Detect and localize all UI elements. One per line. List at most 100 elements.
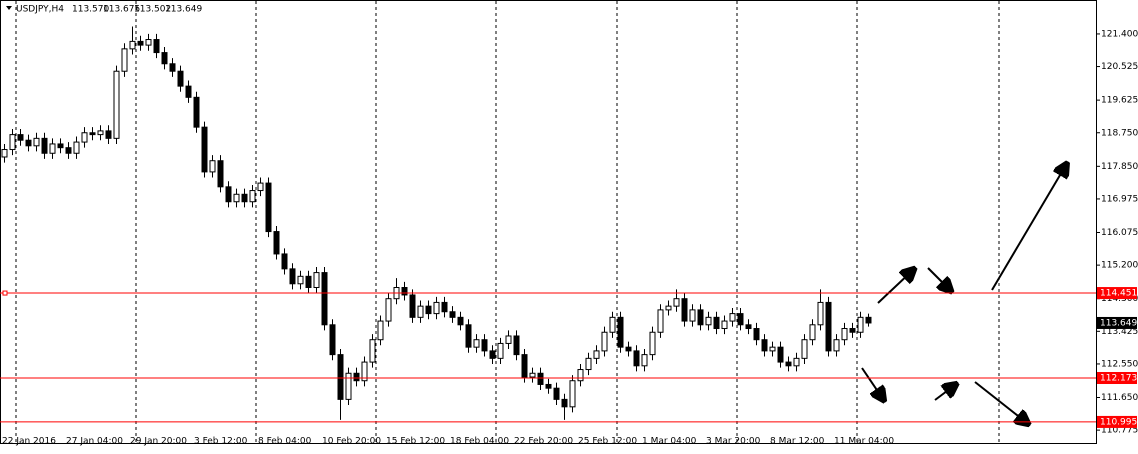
candle-body bbox=[89, 132, 96, 136]
candle-body bbox=[345, 372, 352, 400]
candle-body bbox=[737, 313, 744, 326]
candle-body bbox=[761, 339, 768, 352]
candle-body bbox=[633, 350, 640, 367]
candle-body bbox=[729, 313, 736, 322]
candle-body bbox=[769, 346, 776, 352]
candle-body bbox=[401, 287, 408, 296]
candle-body bbox=[233, 193, 240, 203]
candle-body bbox=[457, 316, 464, 326]
y-tick-label: 116.975 bbox=[1101, 194, 1138, 204]
candle-body bbox=[369, 339, 376, 363]
symbol-title: USDJPY,H4 bbox=[16, 5, 64, 15]
price-box bbox=[1097, 316, 1137, 329]
ohlc-value: 113.649 bbox=[165, 5, 202, 15]
candle-body bbox=[225, 186, 232, 203]
arrow bbox=[991, 165, 1066, 291]
candle-body bbox=[297, 275, 304, 285]
candle-body bbox=[17, 134, 24, 141]
candle-body bbox=[585, 357, 592, 371]
vertical-grid bbox=[15, 1, 1000, 443]
candle-body bbox=[521, 354, 528, 378]
candle-body bbox=[481, 339, 488, 352]
candle-body bbox=[817, 301, 824, 326]
candle-body bbox=[809, 324, 816, 341]
candle-body bbox=[425, 305, 432, 315]
y-tick-label: 110.775 bbox=[1101, 426, 1138, 436]
candle-body bbox=[385, 298, 392, 322]
x-tick-label: 22 Jan 2016 bbox=[2, 437, 56, 447]
candle-body bbox=[409, 294, 416, 318]
candle-body bbox=[689, 309, 696, 322]
candle-body bbox=[465, 324, 472, 348]
x-tick-label: 15 Feb 12:00 bbox=[386, 437, 445, 447]
x-tick-label: 18 Feb 04:00 bbox=[450, 437, 509, 447]
candle-body bbox=[217, 160, 224, 188]
arrow bbox=[861, 367, 883, 399]
candle-body bbox=[201, 126, 208, 173]
candle-body bbox=[177, 70, 184, 87]
candle-body bbox=[321, 272, 328, 326]
candle-body bbox=[537, 372, 544, 385]
candle-body bbox=[593, 350, 600, 359]
candle-body bbox=[473, 339, 480, 348]
y-tick-label: 117.850 bbox=[1101, 162, 1138, 172]
x-tick-label: 3 Mar 20:00 bbox=[706, 437, 761, 447]
candle-body bbox=[305, 275, 312, 289]
candle-body bbox=[833, 339, 840, 352]
x-tick-label: 11 Mar 04:00 bbox=[834, 437, 894, 447]
candle-body bbox=[65, 147, 72, 154]
arrows bbox=[861, 165, 1066, 423]
x-tick-label: 27 Jan 04:00 bbox=[66, 437, 123, 447]
candle-body bbox=[289, 268, 296, 285]
candle-body bbox=[145, 39, 152, 46]
level-label: 112.173 bbox=[1100, 374, 1137, 384]
x-tick-label: 8 Mar 12:00 bbox=[770, 437, 825, 447]
candle-body bbox=[497, 342, 504, 359]
candle-body bbox=[569, 380, 576, 408]
candle-body bbox=[265, 182, 272, 233]
level-box bbox=[1097, 372, 1137, 385]
candle-body bbox=[33, 137, 40, 147]
candle-body bbox=[753, 328, 760, 341]
candle-body bbox=[641, 354, 648, 367]
candle-body bbox=[793, 357, 800, 367]
price-label: 113.649 bbox=[1100, 318, 1137, 328]
candle-body bbox=[609, 316, 616, 333]
candle-body bbox=[657, 309, 664, 333]
candle-body bbox=[625, 346, 632, 352]
level-anchor bbox=[2, 290, 8, 296]
level-box bbox=[1097, 287, 1137, 300]
candle-body bbox=[449, 311, 456, 318]
candle-body bbox=[329, 324, 336, 356]
candle-body bbox=[81, 132, 88, 143]
arrow bbox=[974, 381, 1027, 423]
x-tick-label: 10 Feb 20:00 bbox=[322, 437, 381, 447]
candle-body bbox=[57, 143, 64, 149]
candle-body bbox=[41, 137, 48, 154]
candle-body bbox=[273, 231, 280, 255]
candle-body bbox=[193, 96, 200, 128]
candle-body bbox=[185, 85, 192, 98]
candle-body bbox=[545, 383, 552, 389]
candle-body bbox=[513, 335, 520, 356]
candle-body bbox=[777, 346, 784, 363]
candle-body bbox=[73, 141, 80, 154]
y-tick-label: 116.075 bbox=[1101, 228, 1138, 238]
y-tick-label: 120.525 bbox=[1101, 62, 1138, 72]
candle-body bbox=[417, 305, 424, 318]
candle-body bbox=[489, 350, 496, 359]
candle-body bbox=[105, 130, 112, 139]
ohlc-value: 113.502 bbox=[134, 5, 171, 15]
y-tick-label: 119.625 bbox=[1101, 96, 1138, 106]
candle-body bbox=[649, 331, 656, 356]
x-tick-label: 1 Mar 04:00 bbox=[642, 437, 697, 447]
candle-body bbox=[137, 40, 144, 46]
level-box bbox=[1097, 415, 1137, 428]
candle-body bbox=[129, 40, 136, 50]
ohlc-value: 113.570 bbox=[72, 5, 109, 15]
candle-body bbox=[113, 70, 120, 139]
candle-body bbox=[721, 320, 728, 330]
y-tick-label: 111.650 bbox=[1101, 393, 1138, 403]
candle-body bbox=[825, 301, 832, 352]
